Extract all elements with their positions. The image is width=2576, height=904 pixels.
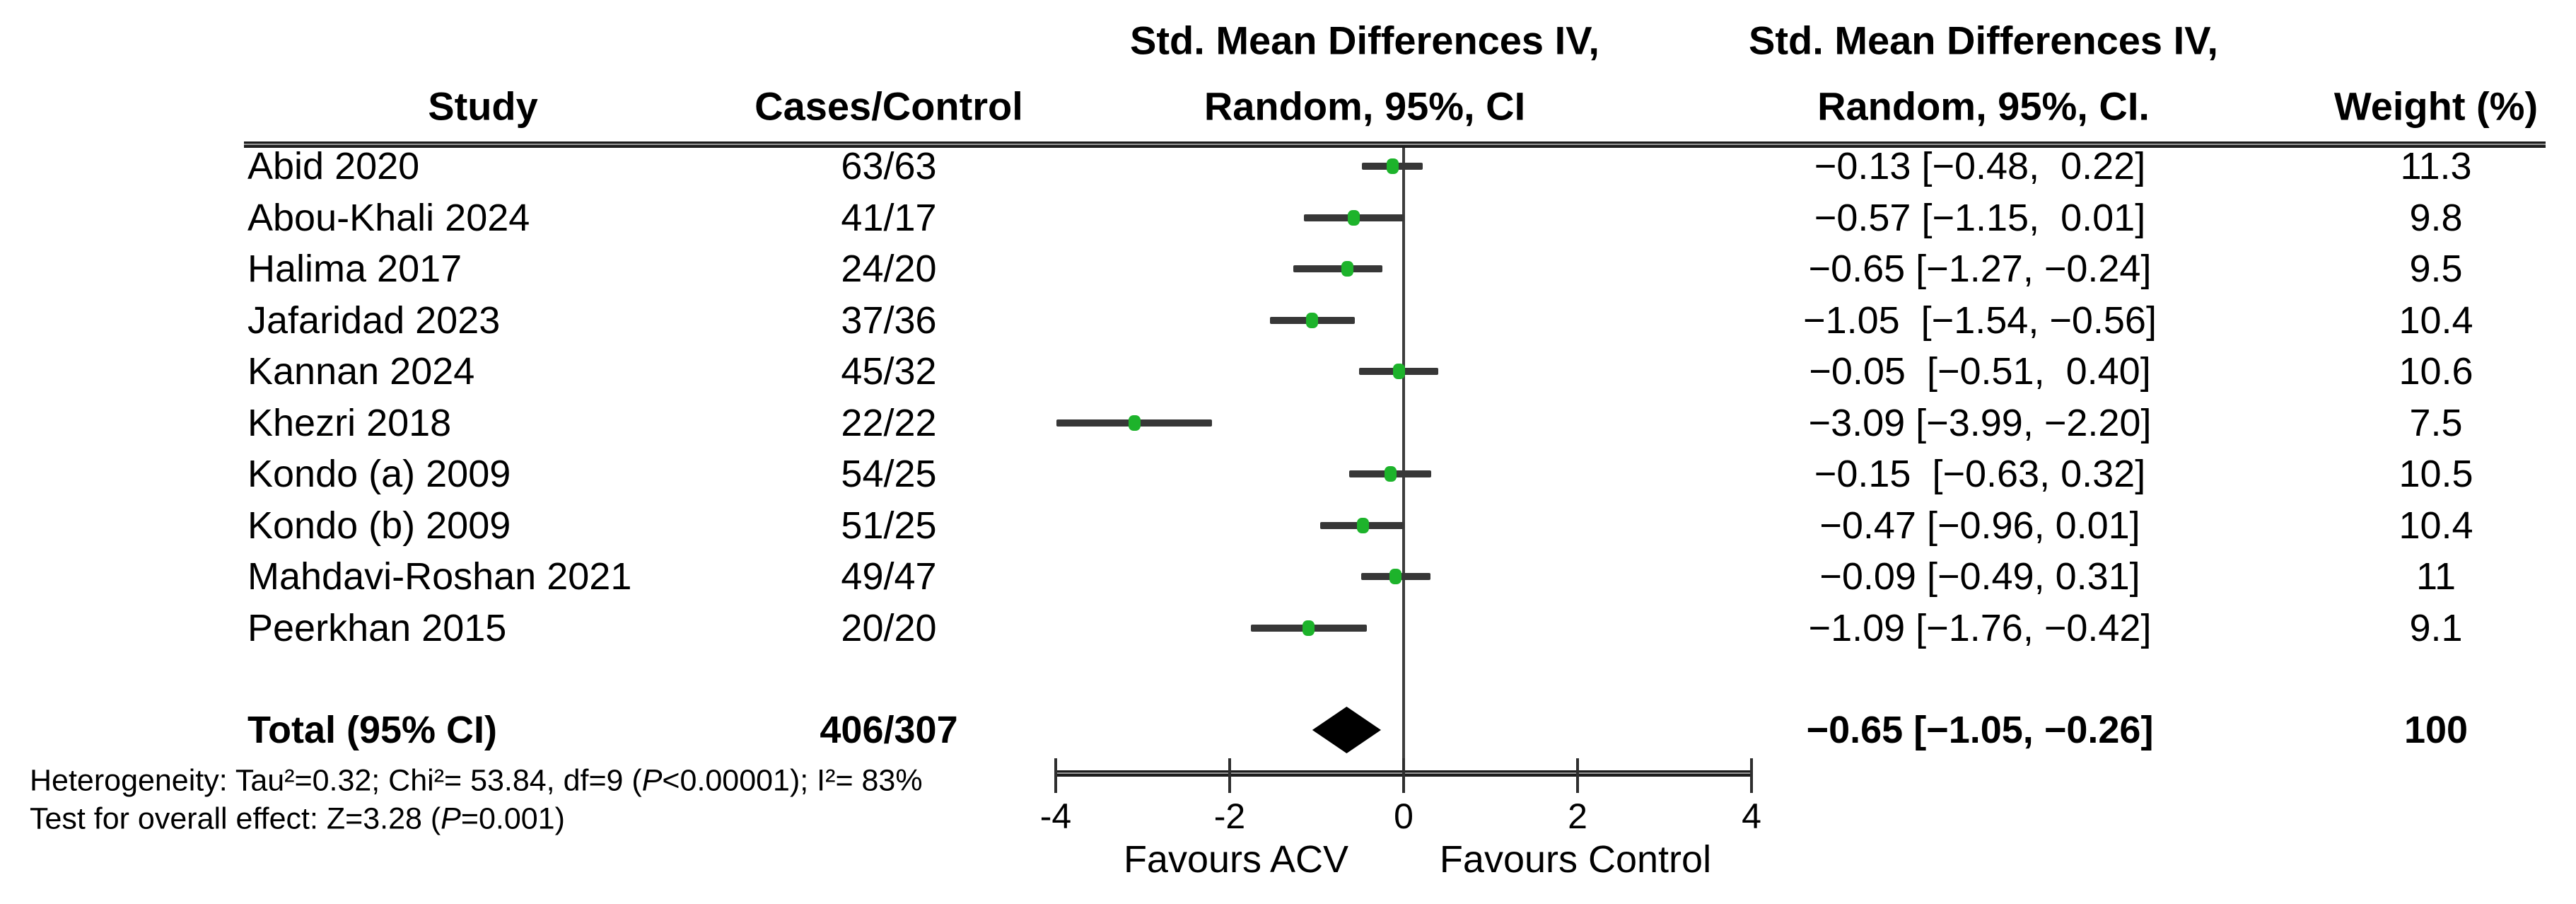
overall-effect-footnote: Test for overall effect: Z=3.28 (P=0.001… bbox=[30, 802, 565, 837]
effect-estimate-marker bbox=[1389, 569, 1402, 584]
footnote-text-segment: Test for overall effect: Z=3.28 ( bbox=[30, 801, 441, 836]
cases-control-value: 63/63 bbox=[841, 145, 937, 187]
effect-estimate-marker bbox=[1386, 158, 1399, 174]
ci-text: −0.05 [−0.51, 0.40] bbox=[1809, 350, 2151, 393]
total-cases-control: 406/307 bbox=[820, 709, 958, 751]
study-name: Peerkhan 2015 bbox=[247, 606, 507, 649]
column-header-cases-control: Cases/Control bbox=[754, 83, 1023, 129]
weight-value: 11 bbox=[2415, 555, 2456, 598]
ci-text: −0.57 [−1.15, 0.01] bbox=[1814, 196, 2146, 239]
weight-value: 9.5 bbox=[2409, 248, 2463, 290]
cases-control-value: 37/36 bbox=[841, 299, 937, 342]
ci-text: −0.09 [−0.49, 0.31] bbox=[1819, 555, 2140, 598]
column-header-plot-line2: Random, 95%, CI bbox=[1204, 83, 1526, 129]
x-axis-tick bbox=[1054, 758, 1057, 793]
weight-value: 10.6 bbox=[2399, 350, 2473, 393]
cases-control-value: 41/17 bbox=[841, 196, 937, 239]
p-value-symbol: P bbox=[441, 801, 461, 836]
favours-left-label: Favours ACV bbox=[1123, 838, 1349, 881]
study-name: Halima 2017 bbox=[247, 248, 462, 290]
effect-estimate-marker bbox=[1302, 620, 1315, 636]
effect-estimate-marker bbox=[1341, 261, 1353, 277]
ci-text: −0.47 [−0.96, 0.01] bbox=[1819, 504, 2140, 547]
favours-right-label: Favours Control bbox=[1439, 838, 1712, 881]
ci-text: −0.13 [−0.48, 0.22] bbox=[1814, 145, 2146, 187]
footnote-text-segment: <0.00001); I²= 83% bbox=[662, 763, 923, 798]
study-name: Abou-Khali 2024 bbox=[247, 196, 530, 239]
weight-value: 10.4 bbox=[2399, 504, 2473, 547]
study-name: Kondo (a) 2009 bbox=[247, 453, 511, 495]
study-name: Khezri 2018 bbox=[247, 401, 452, 444]
x-axis-tick bbox=[1750, 758, 1753, 793]
x-axis-tick bbox=[1228, 758, 1231, 793]
ci-text: −3.09 [−3.99, −2.20] bbox=[1808, 401, 2152, 444]
column-header-ci-line1: Std. Mean Differences IV, bbox=[1749, 18, 2218, 63]
zero-reference-line bbox=[1402, 148, 1405, 773]
x-axis-tick bbox=[1402, 758, 1405, 793]
column-header-plot-line1: Std. Mean Differences IV, bbox=[1130, 18, 1599, 63]
weight-value: 9.1 bbox=[2409, 606, 2463, 649]
total-weight: 100 bbox=[2403, 709, 2469, 751]
ci-text: −0.65 [−1.27, −0.24] bbox=[1808, 248, 2152, 290]
effect-estimate-marker bbox=[1306, 312, 1319, 328]
header-rule bbox=[244, 141, 2546, 148]
effect-estimate-marker bbox=[1356, 517, 1369, 533]
x-axis-tick-label: 2 bbox=[1568, 796, 1587, 836]
weight-value: 11.3 bbox=[2400, 145, 2472, 187]
column-header-weight: Weight (%) bbox=[2333, 83, 2539, 129]
weight-value: 9.8 bbox=[2409, 196, 2463, 239]
effect-estimate-marker bbox=[1348, 209, 1360, 226]
cases-control-value: 20/20 bbox=[841, 606, 937, 649]
column-header-ci-line2: Random, 95%, CI. bbox=[1817, 83, 2150, 129]
cases-control-value: 51/25 bbox=[841, 504, 937, 547]
ci-text: −1.05 [−1.54, −0.56] bbox=[1803, 299, 2157, 342]
ci-text: −1.09 [−1.76, −0.42] bbox=[1808, 606, 2152, 649]
p-value-symbol: P bbox=[641, 763, 663, 798]
ci-text: −0.15 [−0.63, 0.32] bbox=[1814, 453, 2146, 495]
cases-control-value: 22/22 bbox=[841, 401, 937, 444]
footnote-text-segment: =0.001) bbox=[460, 801, 565, 836]
cases-control-value: 49/47 bbox=[841, 555, 937, 598]
weight-value: 10.4 bbox=[2399, 299, 2473, 342]
study-name: Abid 2020 bbox=[247, 145, 420, 187]
cases-control-value: 24/20 bbox=[841, 248, 937, 290]
x-axis-tick-label: -4 bbox=[1039, 796, 1072, 836]
footnote-text-segment: Heterogeneity: Tau²=0.32; Chi²= 53.84, d… bbox=[30, 763, 642, 798]
column-header-study: Study bbox=[428, 83, 538, 129]
effect-estimate-marker bbox=[1385, 466, 1397, 482]
total-ci-text: −0.65 [−1.05, −0.26] bbox=[1806, 709, 2154, 751]
effect-estimate-marker bbox=[1393, 364, 1406, 379]
study-name: Kondo (b) 2009 bbox=[247, 504, 511, 547]
effect-estimate-marker bbox=[1129, 415, 1141, 431]
heterogeneity-footnote: Heterogeneity: Tau²=0.32; Chi²= 53.84, d… bbox=[30, 764, 923, 799]
weight-value: 7.5 bbox=[2409, 401, 2463, 444]
x-axis-tick bbox=[1576, 758, 1579, 793]
confidence-interval-whisker bbox=[1293, 265, 1383, 272]
x-axis-tick-label: -2 bbox=[1213, 796, 1246, 836]
total-label: Total (95% CI) bbox=[247, 709, 498, 751]
study-name: Kannan 2024 bbox=[247, 350, 475, 393]
x-axis-tick-label: 4 bbox=[1742, 796, 1761, 836]
x-axis-tick-label: 0 bbox=[1394, 796, 1414, 836]
study-name: Jafaridad 2023 bbox=[247, 299, 501, 342]
cases-control-value: 45/32 bbox=[841, 350, 937, 393]
weight-value: 10.5 bbox=[2399, 453, 2473, 495]
cases-control-value: 54/25 bbox=[841, 453, 937, 495]
study-name: Mahdavi-Roshan 2021 bbox=[247, 555, 632, 598]
